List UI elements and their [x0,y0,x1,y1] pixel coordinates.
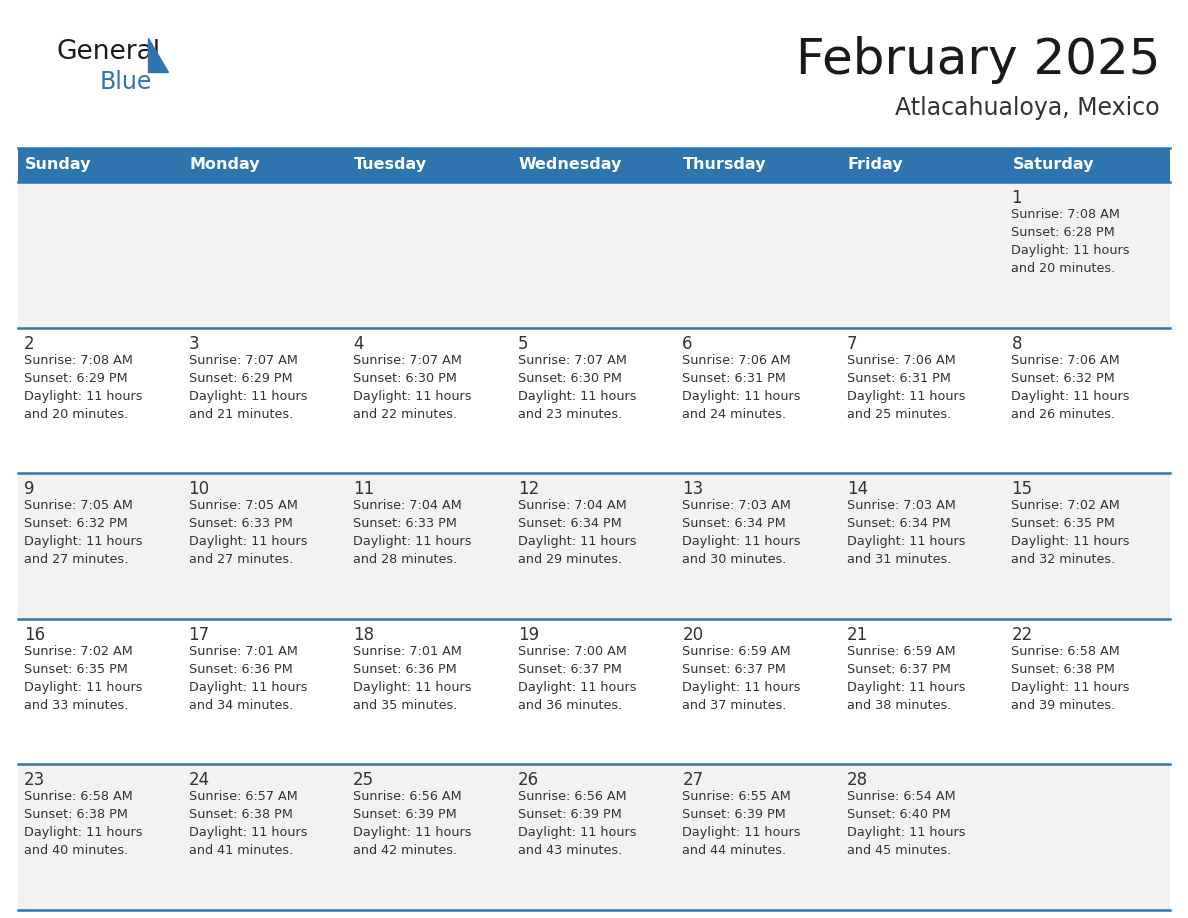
Text: 9: 9 [24,480,34,498]
Text: 2: 2 [24,334,34,353]
Text: Sunrise: 7:01 AM
Sunset: 6:36 PM
Daylight: 11 hours
and 34 minutes.: Sunrise: 7:01 AM Sunset: 6:36 PM Dayligh… [189,644,307,711]
Text: 5: 5 [518,334,529,353]
Text: 4: 4 [353,334,364,353]
Text: Sunrise: 6:58 AM
Sunset: 6:38 PM
Daylight: 11 hours
and 39 minutes.: Sunrise: 6:58 AM Sunset: 6:38 PM Dayligh… [1011,644,1130,711]
Text: Sunrise: 6:58 AM
Sunset: 6:38 PM
Daylight: 11 hours
and 40 minutes.: Sunrise: 6:58 AM Sunset: 6:38 PM Dayligh… [24,790,143,857]
Text: Sunrise: 7:02 AM
Sunset: 6:35 PM
Daylight: 11 hours
and 33 minutes.: Sunrise: 7:02 AM Sunset: 6:35 PM Dayligh… [24,644,143,711]
Text: 17: 17 [189,626,210,644]
Text: Saturday: Saturday [1012,158,1094,173]
Text: 14: 14 [847,480,868,498]
Text: Sunrise: 7:03 AM
Sunset: 6:34 PM
Daylight: 11 hours
and 30 minutes.: Sunrise: 7:03 AM Sunset: 6:34 PM Dayligh… [682,499,801,566]
Text: Sunrise: 7:08 AM
Sunset: 6:28 PM
Daylight: 11 hours
and 20 minutes.: Sunrise: 7:08 AM Sunset: 6:28 PM Dayligh… [1011,208,1130,275]
Text: Tuesday: Tuesday [354,158,428,173]
Text: Sunrise: 6:59 AM
Sunset: 6:37 PM
Daylight: 11 hours
and 38 minutes.: Sunrise: 6:59 AM Sunset: 6:37 PM Dayligh… [847,644,966,711]
Text: 6: 6 [682,334,693,353]
Text: 13: 13 [682,480,703,498]
Text: Monday: Monday [190,158,260,173]
Text: 26: 26 [518,771,539,789]
Text: Sunrise: 6:54 AM
Sunset: 6:40 PM
Daylight: 11 hours
and 45 minutes.: Sunrise: 6:54 AM Sunset: 6:40 PM Dayligh… [847,790,966,857]
Text: Sunrise: 7:01 AM
Sunset: 6:36 PM
Daylight: 11 hours
and 35 minutes.: Sunrise: 7:01 AM Sunset: 6:36 PM Dayligh… [353,644,472,711]
Text: Sunrise: 6:56 AM
Sunset: 6:39 PM
Daylight: 11 hours
and 43 minutes.: Sunrise: 6:56 AM Sunset: 6:39 PM Dayligh… [518,790,637,857]
Text: 19: 19 [518,626,539,644]
Text: Sunrise: 6:57 AM
Sunset: 6:38 PM
Daylight: 11 hours
and 41 minutes.: Sunrise: 6:57 AM Sunset: 6:38 PM Dayligh… [189,790,307,857]
Text: Sunrise: 7:07 AM
Sunset: 6:30 PM
Daylight: 11 hours
and 23 minutes.: Sunrise: 7:07 AM Sunset: 6:30 PM Dayligh… [518,353,637,420]
Text: 24: 24 [189,771,210,789]
Text: Sunrise: 7:06 AM
Sunset: 6:32 PM
Daylight: 11 hours
and 26 minutes.: Sunrise: 7:06 AM Sunset: 6:32 PM Dayligh… [1011,353,1130,420]
Text: 8: 8 [1011,334,1022,353]
Bar [18,328,1170,473]
Text: Sunday: Sunday [25,158,91,173]
Text: 7: 7 [847,334,858,353]
Bar [18,182,1170,328]
Text: Blue: Blue [100,70,152,94]
Text: 18: 18 [353,626,374,644]
Text: 23: 23 [24,771,45,789]
Text: 3: 3 [189,334,200,353]
Text: Sunrise: 6:59 AM
Sunset: 6:37 PM
Daylight: 11 hours
and 37 minutes.: Sunrise: 6:59 AM Sunset: 6:37 PM Dayligh… [682,644,801,711]
Text: 12: 12 [518,480,539,498]
Text: Sunrise: 7:00 AM
Sunset: 6:37 PM
Daylight: 11 hours
and 36 minutes.: Sunrise: 7:00 AM Sunset: 6:37 PM Dayligh… [518,644,637,711]
Bar [18,619,1170,765]
Bar [18,765,1170,910]
Text: Thursday: Thursday [683,158,766,173]
Text: Sunrise: 7:06 AM
Sunset: 6:31 PM
Daylight: 11 hours
and 25 minutes.: Sunrise: 7:06 AM Sunset: 6:31 PM Dayligh… [847,353,966,420]
Text: 1: 1 [1011,189,1022,207]
Text: General: General [57,39,162,65]
Bar [18,148,1170,182]
Bar [18,473,1170,619]
Text: 16: 16 [24,626,45,644]
Text: Sunrise: 7:07 AM
Sunset: 6:30 PM
Daylight: 11 hours
and 22 minutes.: Sunrise: 7:07 AM Sunset: 6:30 PM Dayligh… [353,353,472,420]
Text: 10: 10 [189,480,210,498]
Text: February 2025: February 2025 [796,36,1159,84]
Text: 21: 21 [847,626,868,644]
Text: Sunrise: 6:56 AM
Sunset: 6:39 PM
Daylight: 11 hours
and 42 minutes.: Sunrise: 6:56 AM Sunset: 6:39 PM Dayligh… [353,790,472,857]
Text: 28: 28 [847,771,868,789]
Text: Sunrise: 7:05 AM
Sunset: 6:33 PM
Daylight: 11 hours
and 27 minutes.: Sunrise: 7:05 AM Sunset: 6:33 PM Dayligh… [189,499,307,566]
Text: 22: 22 [1011,626,1032,644]
Text: Sunrise: 7:08 AM
Sunset: 6:29 PM
Daylight: 11 hours
and 20 minutes.: Sunrise: 7:08 AM Sunset: 6:29 PM Dayligh… [24,353,143,420]
Text: Sunrise: 7:02 AM
Sunset: 6:35 PM
Daylight: 11 hours
and 32 minutes.: Sunrise: 7:02 AM Sunset: 6:35 PM Dayligh… [1011,499,1130,566]
Text: 11: 11 [353,480,374,498]
Text: Atlacahualoya, Mexico: Atlacahualoya, Mexico [896,96,1159,120]
Text: Friday: Friday [848,158,904,173]
Text: Sunrise: 7:05 AM
Sunset: 6:32 PM
Daylight: 11 hours
and 27 minutes.: Sunrise: 7:05 AM Sunset: 6:32 PM Dayligh… [24,499,143,566]
Polygon shape [148,38,168,72]
Text: Sunrise: 7:06 AM
Sunset: 6:31 PM
Daylight: 11 hours
and 24 minutes.: Sunrise: 7:06 AM Sunset: 6:31 PM Dayligh… [682,353,801,420]
Text: Sunrise: 7:07 AM
Sunset: 6:29 PM
Daylight: 11 hours
and 21 minutes.: Sunrise: 7:07 AM Sunset: 6:29 PM Dayligh… [189,353,307,420]
Text: Sunrise: 6:55 AM
Sunset: 6:39 PM
Daylight: 11 hours
and 44 minutes.: Sunrise: 6:55 AM Sunset: 6:39 PM Dayligh… [682,790,801,857]
Text: 20: 20 [682,626,703,644]
Text: Sunrise: 7:04 AM
Sunset: 6:34 PM
Daylight: 11 hours
and 29 minutes.: Sunrise: 7:04 AM Sunset: 6:34 PM Dayligh… [518,499,637,566]
Text: Sunrise: 7:03 AM
Sunset: 6:34 PM
Daylight: 11 hours
and 31 minutes.: Sunrise: 7:03 AM Sunset: 6:34 PM Dayligh… [847,499,966,566]
Text: Sunrise: 7:04 AM
Sunset: 6:33 PM
Daylight: 11 hours
and 28 minutes.: Sunrise: 7:04 AM Sunset: 6:33 PM Dayligh… [353,499,472,566]
Text: 15: 15 [1011,480,1032,498]
Text: Wednesday: Wednesday [519,158,623,173]
Text: 25: 25 [353,771,374,789]
Text: 27: 27 [682,771,703,789]
